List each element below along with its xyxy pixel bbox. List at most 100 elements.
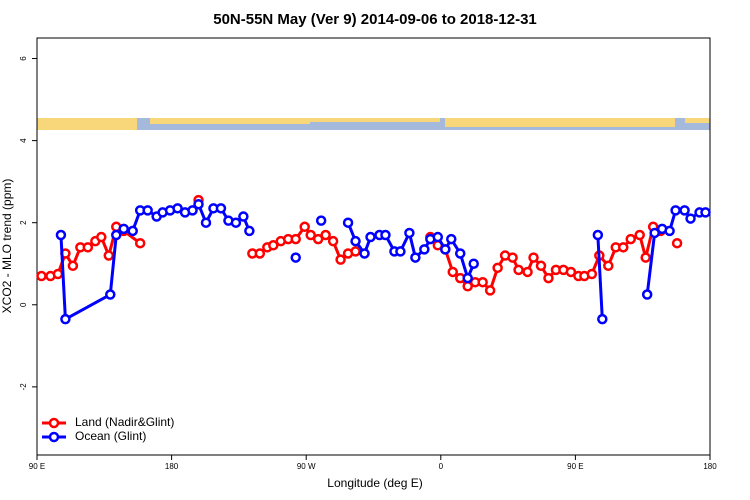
data-point: [522, 266, 533, 278]
data-point: [67, 260, 79, 272]
data-point: [105, 289, 116, 300]
data-point: [640, 252, 651, 263]
data-point: [670, 205, 681, 216]
x-tick-label: 90 E: [567, 462, 583, 471]
data-point: [142, 205, 153, 216]
data-point: [111, 229, 122, 241]
data-point: [359, 248, 370, 259]
legend-label: Land (Nadir&Glint): [75, 415, 174, 429]
map-strip: [37, 118, 710, 130]
land-strip: [37, 118, 137, 130]
y-tick-label: 2: [19, 220, 28, 225]
data-point: [671, 237, 683, 249]
y-tick-label: 0: [19, 302, 28, 307]
data-point: [134, 237, 146, 249]
data-point: [700, 207, 711, 218]
data-point: [528, 252, 539, 263]
data-point: [664, 225, 675, 237]
x-tick-label: 90 E: [29, 462, 45, 471]
data-point: [513, 264, 524, 276]
data-point: [625, 233, 636, 245]
data-point: [320, 229, 331, 241]
data-point: [592, 229, 604, 241]
x-tick-label: 0: [439, 462, 444, 471]
data-point: [484, 285, 496, 296]
data-point: [419, 244, 430, 255]
data-point: [315, 215, 327, 226]
legend-marker: [48, 417, 60, 429]
land-strip: [150, 118, 310, 124]
data-point: [118, 223, 129, 235]
data-point: [254, 248, 266, 259]
data-point: [96, 231, 107, 243]
data-point: [477, 276, 488, 288]
data-point: [312, 233, 324, 245]
data-point: [649, 227, 660, 239]
data-point: [586, 268, 598, 280]
data-point: [55, 229, 67, 241]
data-point: [52, 268, 64, 280]
x-tick-label: 180: [703, 462, 717, 471]
data-point: [244, 225, 255, 237]
x-tick-label: 90 W: [297, 462, 316, 471]
data-point: [618, 242, 629, 253]
data-point: [543, 272, 554, 284]
data-point: [305, 229, 316, 241]
data-point: [215, 203, 227, 214]
data-point: [238, 211, 249, 222]
data-point: [60, 313, 71, 325]
land-strip: [445, 118, 675, 127]
y-tick-label: -2: [19, 383, 28, 391]
data-point: [350, 246, 361, 257]
data-point: [335, 254, 346, 265]
data-point: [365, 231, 376, 243]
land-strip: [685, 118, 710, 123]
y-tick-label: 6: [19, 56, 28, 61]
x-axis-label: Longitude (deg E): [327, 476, 422, 490]
data-point: [395, 246, 406, 257]
legend-marker: [48, 431, 60, 443]
data-point: [187, 205, 198, 216]
land-strip: [310, 118, 440, 122]
data-point: [380, 229, 391, 241]
data-point: [641, 289, 653, 300]
data-point: [507, 252, 518, 263]
data-point: [193, 198, 204, 210]
legend-label: Ocean (Glint): [75, 429, 146, 443]
legend: Land (Nadir&Glint)Ocean (Glint): [42, 415, 174, 443]
data-point: [127, 225, 138, 237]
data-point: [634, 229, 645, 241]
data-point: [685, 213, 696, 224]
data-point: [200, 217, 212, 228]
data-point: [103, 250, 115, 261]
data-point: [565, 266, 577, 278]
data-point: [597, 313, 608, 325]
plot-frame: [36, 37, 711, 456]
data-point: [446, 233, 457, 245]
data-point: [447, 266, 459, 278]
y-tick-label: 4: [19, 138, 28, 143]
data-point: [342, 217, 354, 228]
data-point: [299, 221, 310, 233]
data-point: [350, 235, 361, 247]
data-point: [462, 272, 473, 284]
data-point: [404, 227, 415, 239]
data-point: [492, 262, 503, 274]
data-point: [432, 231, 444, 243]
data-point: [36, 270, 47, 282]
data-point: [82, 242, 94, 253]
data-point: [172, 203, 183, 214]
chart-title: 50N-55N May (Ver 9) 2014-09-06 to 2018-1…: [213, 11, 537, 28]
data-point: [410, 252, 421, 263]
data-point: [290, 252, 301, 263]
data-point: [679, 205, 690, 216]
series-line: [596, 234, 604, 320]
data-point: [230, 217, 242, 228]
x-tick-label: 180: [165, 462, 179, 471]
data-point: [290, 233, 301, 245]
data-point: [327, 235, 339, 247]
data-point: [603, 260, 614, 272]
y-axis-label: XCO2 - MLO trend (ppm): [0, 179, 14, 314]
data-point: [454, 248, 466, 259]
